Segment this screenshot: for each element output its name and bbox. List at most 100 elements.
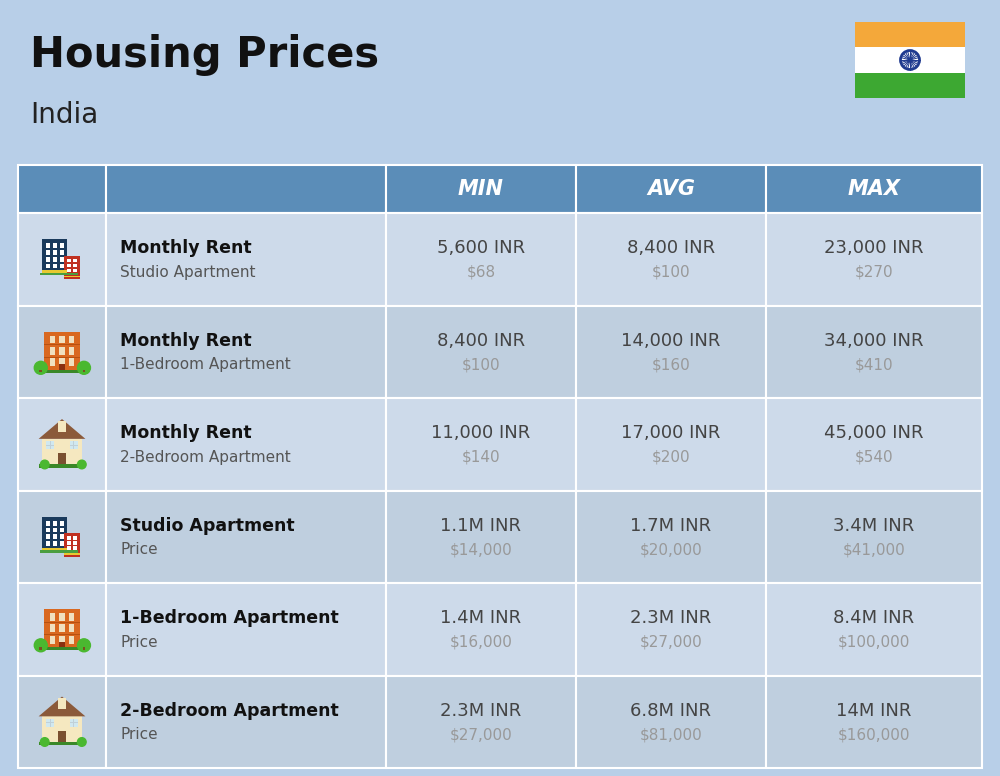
Text: 6.8M INR: 6.8M INR <box>631 702 712 720</box>
Bar <box>59 636 65 643</box>
Bar <box>40 550 78 553</box>
Bar <box>576 306 766 398</box>
Bar <box>58 698 66 709</box>
Bar <box>106 398 386 490</box>
Bar <box>58 731 66 742</box>
Bar <box>386 398 576 490</box>
Text: $140: $140 <box>462 450 500 465</box>
Text: MAX: MAX <box>848 179 900 199</box>
Bar <box>44 609 80 647</box>
Bar <box>50 335 55 344</box>
Text: 1.4M INR: 1.4M INR <box>440 609 522 627</box>
Bar <box>53 244 57 248</box>
Bar <box>60 264 64 268</box>
Bar <box>60 244 64 248</box>
Bar <box>386 165 576 213</box>
Bar <box>69 636 74 643</box>
Polygon shape <box>39 697 85 716</box>
Bar <box>46 264 50 268</box>
Bar <box>64 533 80 556</box>
Bar <box>53 250 57 255</box>
Text: $16,000: $16,000 <box>450 635 512 650</box>
Text: 14,000 INR: 14,000 INR <box>621 332 721 350</box>
Text: $100,000: $100,000 <box>838 635 910 650</box>
Text: 2-Bedroom Apartment: 2-Bedroom Apartment <box>120 450 291 465</box>
Bar <box>576 165 766 213</box>
Bar <box>83 647 85 650</box>
Text: $68: $68 <box>466 265 496 280</box>
Bar <box>386 306 576 398</box>
Bar <box>67 258 71 262</box>
Bar <box>53 535 57 539</box>
Bar <box>855 73 965 98</box>
Bar <box>64 275 80 277</box>
Bar <box>766 165 982 213</box>
Bar <box>46 442 54 449</box>
Bar <box>59 613 65 621</box>
Text: Monthly Rent: Monthly Rent <box>120 424 252 442</box>
Bar <box>73 269 77 272</box>
Text: $20,000: $20,000 <box>640 542 702 557</box>
Bar <box>73 542 77 545</box>
Bar <box>106 306 386 398</box>
Bar <box>766 306 982 398</box>
Bar <box>50 613 55 621</box>
Bar <box>386 675 576 768</box>
Bar <box>50 625 55 632</box>
Bar <box>46 257 50 262</box>
Bar <box>18 583 106 675</box>
Text: India: India <box>30 101 98 129</box>
Bar <box>69 613 74 621</box>
Text: $81,000: $81,000 <box>640 727 702 743</box>
Circle shape <box>77 460 86 469</box>
Bar <box>59 642 65 647</box>
Bar <box>386 213 576 306</box>
Bar <box>106 213 386 306</box>
Bar <box>40 273 78 275</box>
Bar <box>73 546 77 550</box>
Text: $100: $100 <box>462 357 500 372</box>
Bar <box>106 675 386 768</box>
Bar <box>18 398 106 490</box>
Bar <box>46 722 54 723</box>
Text: $100: $100 <box>652 265 690 280</box>
Bar <box>39 742 85 745</box>
Circle shape <box>77 362 90 374</box>
Bar <box>59 335 65 344</box>
Circle shape <box>34 639 47 652</box>
Text: 1.7M INR: 1.7M INR <box>630 517 712 535</box>
Circle shape <box>77 639 90 652</box>
Text: 1.1M INR: 1.1M INR <box>440 517 522 535</box>
Bar <box>18 675 106 768</box>
Bar <box>67 536 71 540</box>
Bar <box>576 675 766 768</box>
Text: Monthly Rent: Monthly Rent <box>120 239 252 258</box>
Bar <box>39 464 85 468</box>
Text: 34,000 INR: 34,000 INR <box>824 332 924 350</box>
Bar <box>53 521 57 525</box>
Bar <box>576 583 766 675</box>
Text: $160: $160 <box>652 357 690 372</box>
Text: 1-Bedroom Apartment: 1-Bedroom Apartment <box>120 357 291 372</box>
Bar <box>60 541 64 546</box>
Bar <box>40 369 84 372</box>
Bar <box>766 398 982 490</box>
Circle shape <box>40 738 49 747</box>
Bar <box>59 359 65 366</box>
Text: 1-Bedroom Apartment: 1-Bedroom Apartment <box>120 609 339 627</box>
Bar <box>70 719 78 727</box>
Text: Price: Price <box>120 542 158 557</box>
Bar <box>42 716 82 742</box>
Text: 14M INR: 14M INR <box>836 702 912 720</box>
Bar <box>42 270 67 273</box>
Text: $160,000: $160,000 <box>838 727 910 743</box>
Bar <box>46 250 50 255</box>
Text: 5,600 INR: 5,600 INR <box>437 239 525 258</box>
Text: $41,000: $41,000 <box>843 542 905 557</box>
Bar <box>855 47 965 73</box>
Bar <box>69 347 74 355</box>
Bar <box>60 535 64 539</box>
Circle shape <box>909 59 911 61</box>
Bar <box>53 257 57 262</box>
Text: 23,000 INR: 23,000 INR <box>824 239 924 258</box>
